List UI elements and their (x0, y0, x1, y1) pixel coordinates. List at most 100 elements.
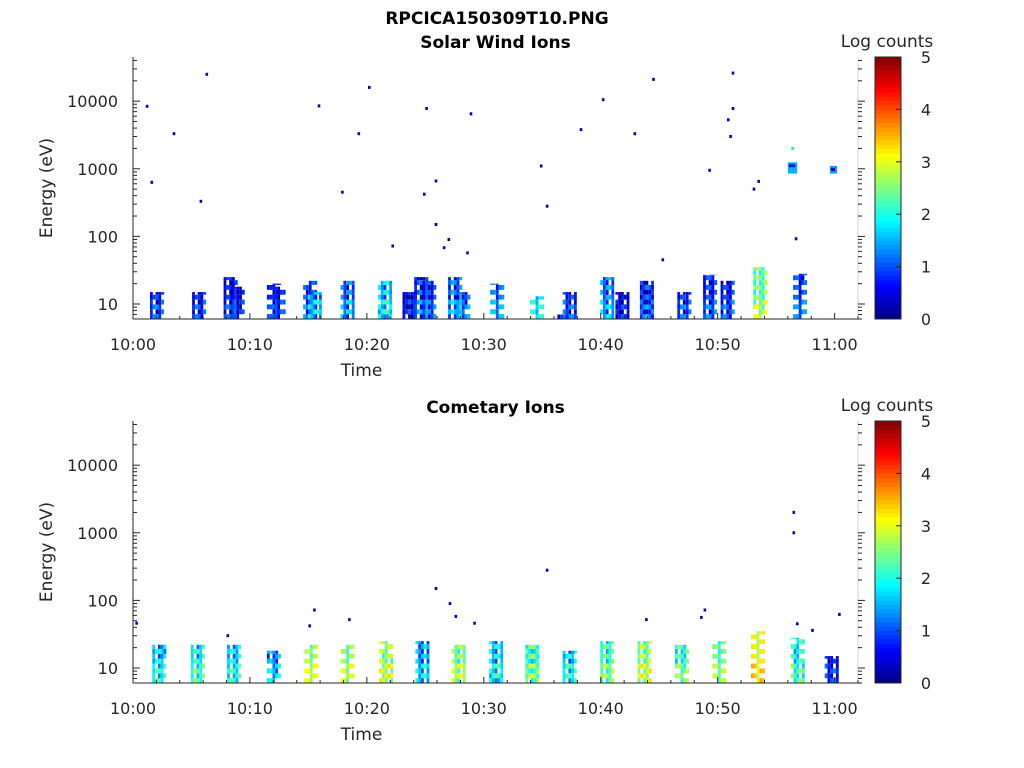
data-point (579, 128, 583, 132)
data-cell (651, 289, 654, 295)
colorbar-segment (875, 442, 901, 448)
data-cell (303, 314, 306, 319)
data-cell (830, 678, 834, 683)
data-cell (501, 304, 505, 310)
data-cell (720, 668, 724, 674)
data-cell (646, 649, 649, 654)
data-cell (646, 653, 649, 659)
data-cell (677, 304, 681, 310)
data-column (190, 644, 205, 683)
data-cell (761, 270, 765, 276)
colorbar-segment (875, 122, 901, 128)
data-cell (491, 649, 495, 654)
data-cell (418, 673, 421, 679)
data-cell (726, 289, 729, 295)
data-cell (680, 663, 684, 669)
colorbar-segment (875, 275, 901, 281)
data-cell (795, 304, 799, 310)
data-column (793, 273, 808, 319)
data-cell (562, 663, 566, 669)
data-cell (310, 294, 314, 300)
colorbar-segment (875, 266, 901, 272)
data-cell (307, 314, 311, 319)
data-cell (349, 289, 352, 295)
data-cell (448, 280, 451, 285)
data-point (469, 112, 473, 116)
colorbar-segment (875, 591, 901, 597)
data-cell (415, 649, 419, 654)
data-cell (426, 663, 430, 669)
data-cell (421, 653, 424, 659)
data-cell (269, 658, 273, 664)
data-point (423, 192, 426, 196)
data-cell (675, 658, 678, 664)
data-cell (227, 644, 230, 649)
data-cell (315, 644, 319, 649)
data-cell (621, 304, 624, 310)
data-cell (275, 299, 279, 305)
data-cell (161, 292, 164, 295)
data-cell (309, 649, 313, 654)
data-cell (643, 644, 646, 649)
data-column (304, 644, 319, 683)
colorbar-tick-label: 4 (921, 464, 931, 483)
data-cell (756, 304, 759, 310)
data-cell (677, 673, 681, 679)
data-cell (793, 644, 797, 649)
data-cell (611, 280, 615, 285)
data-cell (651, 309, 654, 315)
data-cell (459, 309, 462, 315)
data-cell (611, 299, 615, 305)
data-cell (686, 668, 689, 674)
data-cell (428, 285, 431, 290)
data-cell (275, 668, 279, 674)
colorbar-label: Log counts (841, 32, 934, 52)
data-cell (683, 678, 687, 683)
data-cell (530, 658, 534, 664)
data-cell (343, 678, 347, 683)
colorbar-label: Log counts (841, 396, 934, 416)
data-cell (685, 299, 689, 305)
data-cell (759, 304, 762, 310)
data-cell (422, 285, 426, 290)
data-cell (495, 314, 499, 319)
data-cell (703, 294, 706, 300)
colorbar-tick-label: 2 (921, 569, 931, 588)
data-cell (414, 294, 417, 300)
data-cell (460, 644, 463, 649)
data-cell (223, 277, 227, 281)
data-cell (229, 299, 232, 305)
data-cell (731, 289, 735, 295)
data-cell (380, 289, 384, 295)
data-cell (759, 314, 762, 319)
data-cell (830, 663, 834, 669)
data-cell (384, 641, 388, 645)
data-cell (309, 673, 313, 679)
data-cell (414, 277, 417, 281)
data-cell (311, 280, 315, 285)
data-point (473, 621, 476, 625)
data-cell (723, 678, 727, 683)
data-cell (708, 294, 712, 300)
data-cell (150, 292, 153, 295)
data-cell (274, 314, 278, 319)
data-cell (495, 283, 499, 285)
data-cell (759, 309, 762, 315)
data-cell (626, 299, 630, 305)
colorbar-segment (875, 310, 901, 316)
data-cell (414, 304, 417, 310)
data-cell (312, 663, 316, 669)
data-cell (648, 668, 652, 674)
data-cell (648, 658, 652, 664)
data-cell (525, 658, 529, 664)
data-cell (451, 668, 455, 674)
data-cell (386, 289, 390, 295)
data-cell (343, 299, 347, 305)
data-cell (799, 658, 802, 664)
data-cell (489, 668, 492, 674)
data-cell (236, 294, 240, 300)
data-cell (307, 658, 310, 664)
data-cell (417, 277, 420, 281)
data-cell (430, 309, 434, 315)
data-cell (346, 304, 349, 310)
